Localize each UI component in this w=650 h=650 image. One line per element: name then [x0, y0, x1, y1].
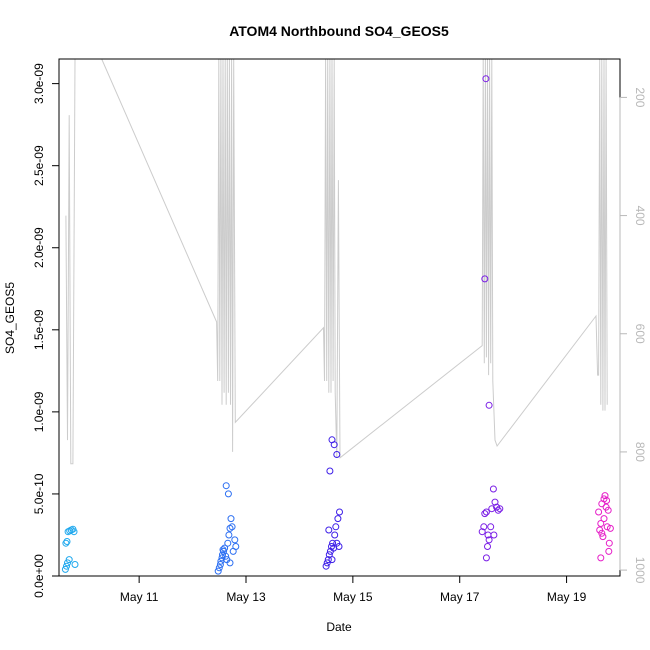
y2-axis: 200 400 600 800 1000: [619, 87, 647, 584]
data-point: [221, 544, 229, 552]
x-tick-label: May 11: [120, 590, 159, 604]
data-point: [70, 528, 78, 536]
data-point: [224, 490, 232, 498]
data-point: [336, 508, 343, 516]
data-point: [329, 539, 337, 547]
data-point: [481, 275, 489, 283]
data-point: [597, 554, 605, 562]
data-point: [71, 561, 79, 568]
data-point: [328, 543, 335, 550]
data-point: [226, 559, 234, 567]
data-point: [215, 564, 223, 572]
data-point: [226, 524, 234, 532]
data-point: [496, 505, 504, 513]
data-point: [491, 498, 499, 506]
data-point: [488, 505, 496, 513]
data-point: [485, 401, 493, 409]
data-point: [599, 533, 607, 541]
data-point: [331, 531, 339, 539]
data-point: [334, 515, 342, 523]
data-point: [218, 554, 226, 562]
data-point: [597, 520, 605, 527]
y-axis: 0.0e+00 5.0e-10 1.0e-09 1.5e-09 2.0e-09 2.5e-…: [32, 63, 60, 598]
data-point: [216, 561, 224, 568]
data-point: [231, 536, 239, 544]
data-point: [222, 552, 230, 560]
data-point: [601, 492, 609, 500]
data-point: [214, 567, 222, 575]
data-point: [326, 467, 334, 475]
data-point: [63, 538, 71, 545]
data-point: [480, 523, 488, 531]
data-point: [482, 554, 490, 562]
y2-tick-label: 200: [633, 87, 647, 107]
data-point: [595, 508, 603, 516]
x-tick-label: May 17: [440, 590, 480, 604]
y2-tick-label: 1000: [633, 557, 647, 584]
data-point: [482, 75, 490, 83]
data-point: [485, 536, 493, 544]
data-point: [605, 539, 613, 547]
data-point: [489, 485, 497, 493]
data-point: [484, 543, 491, 550]
data-point: [478, 528, 486, 536]
data-point: [324, 556, 332, 564]
data-point: [333, 451, 341, 458]
data-point: [600, 515, 608, 523]
data-point: [335, 543, 343, 550]
data-point: [232, 543, 240, 550]
points-layer: [61, 75, 614, 575]
data-point: [63, 562, 70, 570]
secondary-line-layer: [65, 59, 608, 465]
data-point: [604, 506, 612, 514]
y-tick-label: 2.0e-09: [32, 227, 46, 268]
y-tick-label: 1.0e-09: [32, 391, 46, 432]
y2-tick-label: 400: [633, 206, 647, 226]
data-point: [62, 539, 70, 547]
data-point: [482, 508, 490, 516]
data-point: [330, 441, 338, 449]
data-point: [61, 565, 69, 573]
y-tick-label: 3.0e-09: [32, 63, 46, 104]
data-point: [490, 531, 498, 539]
x-axis: May 11 May 13 May 15 May 17 May 19: [120, 575, 587, 604]
data-point: [325, 526, 333, 534]
x-tick-label: May 15: [333, 590, 373, 604]
y-tick-label: 2.5e-09: [32, 145, 46, 186]
data-point: [222, 482, 230, 490]
y-axis-label: SO4_GEOS5: [3, 282, 17, 354]
data-point: [606, 524, 614, 532]
data-point: [487, 523, 495, 531]
data-point: [219, 546, 227, 554]
y2-tick-label: 600: [633, 324, 647, 344]
data-point: [225, 531, 233, 539]
data-point: [332, 523, 340, 531]
x-tick-label: May 19: [547, 590, 587, 604]
data-point: [481, 510, 489, 518]
x-axis-label: Date: [326, 620, 352, 634]
data-point: [224, 539, 232, 547]
data-point: [598, 529, 606, 537]
data-point: [64, 559, 71, 567]
data-point: [65, 556, 73, 564]
y-tick-label: 1.5e-09: [32, 309, 46, 350]
data-point: [494, 506, 502, 514]
data-point: [603, 497, 611, 504]
data-point: [228, 523, 236, 531]
data-point: [227, 515, 235, 523]
y-tick-label: 0.0e+00: [32, 554, 46, 598]
data-point: [328, 556, 336, 564]
chart-title: ATOM4 Northbound SO4_GEOS5: [229, 23, 449, 39]
data-point: [605, 547, 613, 555]
data-point: [322, 562, 330, 570]
secondary-series-line: [65, 59, 608, 465]
y2-tick-label: 800: [633, 442, 647, 462]
x-tick-label: May 13: [226, 590, 266, 604]
y-tick-label: 5.0e-10: [32, 473, 46, 514]
data-point: [323, 559, 331, 567]
